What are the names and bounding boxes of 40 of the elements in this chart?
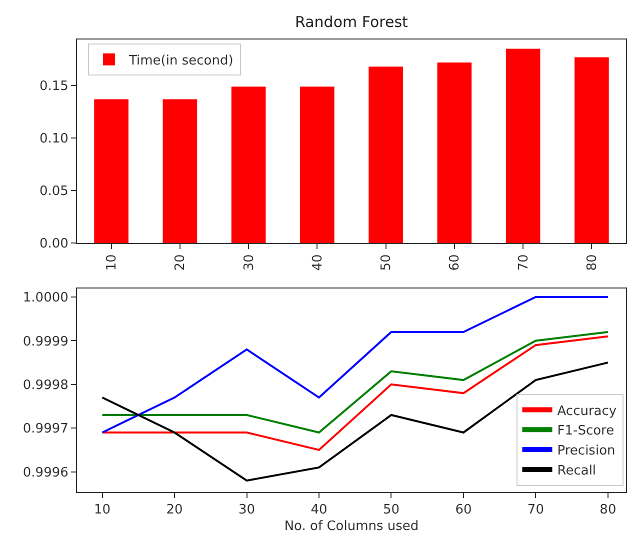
x-tick-label: 20 bbox=[166, 502, 183, 518]
x-tick-label: 30 bbox=[238, 502, 256, 518]
bar bbox=[506, 48, 540, 244]
x-axis-title: No. of Columns used bbox=[284, 519, 419, 534]
bar bbox=[300, 86, 334, 244]
y-tick-label: 0.9998 bbox=[22, 378, 68, 393]
x-tick-label: 80 bbox=[584, 254, 600, 271]
chart-title: Random Forest bbox=[295, 13, 408, 31]
bar bbox=[162, 99, 198, 244]
x-tick-label: 10 bbox=[94, 502, 111, 518]
x-tick-label: 70 bbox=[527, 502, 544, 518]
x-tick-label: 60 bbox=[448, 254, 463, 271]
bar bbox=[231, 86, 266, 244]
x-tick-label: 70 bbox=[516, 254, 532, 271]
x-tick-label: 80 bbox=[600, 502, 616, 518]
x-tick-label: 20 bbox=[173, 254, 188, 271]
legend-label: Precision bbox=[557, 444, 616, 459]
x-tick-label: 30 bbox=[242, 254, 257, 271]
y-tick-label: 0.9999 bbox=[22, 334, 68, 350]
y-tick-label: 1.0000 bbox=[22, 290, 68, 306]
x-tick-label: 50 bbox=[382, 502, 400, 518]
legend-label: Time(in second) bbox=[128, 53, 234, 68]
y-tick-label: 0.00 bbox=[39, 236, 68, 252]
x-tick-label: 10 bbox=[104, 254, 120, 271]
y-tick-label: 0.9996 bbox=[22, 465, 68, 480]
legend-label: Accuracy bbox=[557, 404, 617, 419]
bar bbox=[437, 62, 472, 244]
x-tick-label: 50 bbox=[379, 254, 394, 271]
legend-label: F1-Score bbox=[557, 424, 614, 439]
y-tick-label: 0.15 bbox=[39, 79, 68, 94]
bar bbox=[574, 57, 609, 244]
legend-label: Recall bbox=[557, 464, 596, 479]
x-tick-label: 40 bbox=[310, 502, 328, 518]
bar bbox=[368, 66, 403, 244]
x-tick-label: 60 bbox=[455, 502, 472, 518]
y-tick-label: 0.10 bbox=[39, 132, 68, 147]
bar bbox=[94, 99, 128, 244]
y-tick-label: 0.9997 bbox=[22, 422, 68, 437]
x-tick-label: 40 bbox=[310, 254, 326, 271]
y-tick-label: 0.05 bbox=[39, 184, 68, 200]
